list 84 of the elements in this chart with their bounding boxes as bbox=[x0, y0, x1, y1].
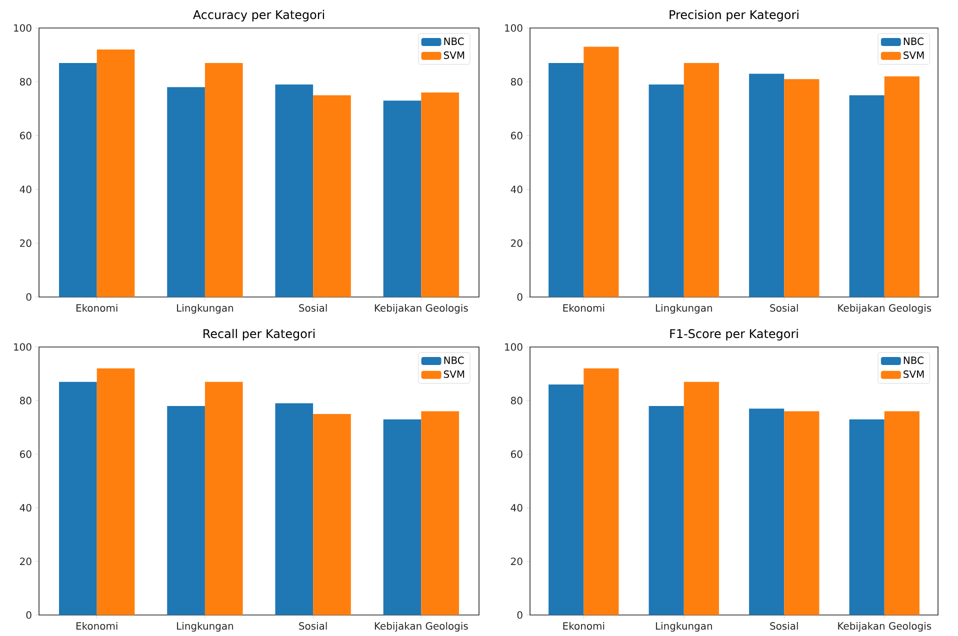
y-tick-label: 40 bbox=[20, 186, 32, 194]
bar bbox=[275, 403, 314, 615]
y-tick-label: 60 bbox=[511, 132, 522, 140]
bar bbox=[204, 382, 243, 615]
bar bbox=[884, 411, 920, 615]
x-tick-label: Lingkungan bbox=[177, 622, 234, 632]
y-tick-label: 100 bbox=[14, 343, 32, 351]
y-tick-label: 20 bbox=[20, 239, 32, 247]
bar bbox=[684, 62, 719, 297]
x-tick-label: Lingkungan bbox=[656, 304, 712, 314]
bar bbox=[167, 406, 205, 615]
legend-label: SVM bbox=[444, 51, 464, 59]
x-tick-label: Sosial bbox=[299, 622, 327, 630]
chart-title: Recall per Kategori bbox=[204, 328, 315, 340]
y-tick-label: 100 bbox=[14, 24, 32, 32]
bar bbox=[548, 384, 584, 615]
bar bbox=[59, 382, 97, 615]
legend-label: SVM bbox=[904, 51, 924, 59]
bar bbox=[849, 419, 884, 615]
y-tick-label: 60 bbox=[511, 450, 522, 458]
x-tick-label: Kebijakan Geologis bbox=[374, 304, 468, 314]
bar bbox=[884, 76, 920, 297]
bar bbox=[313, 414, 351, 615]
bar bbox=[383, 419, 422, 615]
chart-title: Precision per Kategori bbox=[670, 10, 798, 22]
legend-label: NBC bbox=[444, 356, 464, 364]
bar bbox=[96, 50, 135, 297]
chart-title: Accuracy per Kategori bbox=[193, 10, 324, 22]
y-tick-label: 40 bbox=[510, 186, 522, 194]
bar bbox=[784, 411, 820, 615]
legend-label: SVM bbox=[444, 370, 464, 378]
bar bbox=[584, 368, 619, 615]
y-tick-label: 80 bbox=[510, 396, 522, 404]
x-tick-label: Sosial bbox=[770, 622, 798, 630]
bar bbox=[684, 382, 719, 615]
bar bbox=[167, 87, 205, 297]
bar bbox=[548, 62, 584, 297]
bar bbox=[59, 62, 97, 297]
y-tick-label: 60 bbox=[20, 132, 32, 140]
bar bbox=[421, 92, 460, 297]
y-tick-label: 40 bbox=[20, 504, 32, 512]
bar bbox=[749, 408, 784, 615]
x-tick-label: Ekonomi bbox=[563, 622, 604, 630]
y-tick-label: 60 bbox=[20, 450, 32, 458]
x-tick-label: Sosial bbox=[299, 304, 327, 312]
bar bbox=[648, 84, 684, 297]
y-tick-label: 20 bbox=[511, 239, 522, 247]
x-tick-label: Kebijakan Geologis bbox=[838, 304, 932, 314]
chart-title: F1-Score per Kategori bbox=[670, 328, 798, 340]
bar bbox=[204, 62, 243, 297]
legend-label: NBC bbox=[444, 38, 464, 46]
y-tick-label: 0 bbox=[26, 293, 32, 301]
x-tick-label: Ekonomi bbox=[76, 622, 118, 630]
bar bbox=[313, 95, 351, 297]
x-tick-label: Kebijakan Geologis bbox=[374, 622, 468, 632]
bar bbox=[421, 411, 460, 615]
x-tick-label: Ekonomi bbox=[76, 304, 118, 312]
legend-label: SVM bbox=[904, 370, 924, 378]
y-tick-label: 80 bbox=[510, 78, 522, 86]
bar bbox=[383, 100, 422, 297]
bar bbox=[96, 368, 135, 615]
bar bbox=[784, 79, 820, 297]
bar bbox=[584, 46, 619, 297]
x-tick-label: Lingkungan bbox=[177, 304, 234, 314]
x-tick-label: Ekonomi bbox=[563, 304, 604, 312]
y-tick-label: 0 bbox=[26, 611, 32, 619]
y-tick-label: 80 bbox=[20, 396, 32, 404]
y-tick-label: 100 bbox=[505, 343, 522, 351]
bar bbox=[849, 95, 884, 297]
x-tick-label: Kebijakan Geologis bbox=[838, 622, 932, 632]
y-tick-label: 20 bbox=[20, 558, 32, 566]
x-tick-label: Sosial bbox=[770, 304, 798, 312]
bar bbox=[648, 406, 684, 615]
y-tick-label: 0 bbox=[517, 611, 522, 619]
y-tick-label: 40 bbox=[510, 504, 522, 512]
y-tick-label: 0 bbox=[517, 293, 522, 301]
bar bbox=[749, 74, 784, 297]
legend-label: NBC bbox=[904, 38, 924, 46]
bar bbox=[275, 84, 314, 297]
y-tick-label: 100 bbox=[505, 24, 522, 32]
x-tick-label: Lingkungan bbox=[656, 622, 712, 632]
y-tick-label: 80 bbox=[20, 78, 32, 86]
y-tick-label: 20 bbox=[511, 558, 522, 566]
legend-label: NBC bbox=[904, 356, 924, 364]
